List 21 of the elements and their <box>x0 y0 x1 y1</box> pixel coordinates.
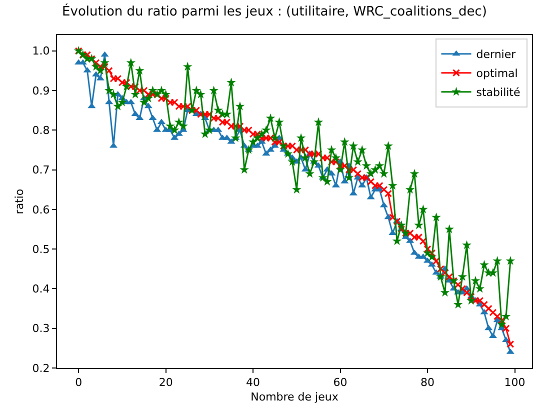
y-axis-title: ratio <box>12 188 26 214</box>
y-tick-label: 0.7 <box>32 164 50 177</box>
x-tick-label: 60 <box>333 376 348 390</box>
y-tick-label: 0.6 <box>32 203 50 216</box>
y-tick-label: 0.8 <box>32 124 50 137</box>
legend-label: stabilité <box>476 86 520 100</box>
x-tick-label: 80 <box>420 376 435 390</box>
y-tick-label: 0.9 <box>32 84 50 98</box>
y-tick-label: 0.5 <box>32 242 50 256</box>
x-tick-label: 20 <box>158 376 173 390</box>
y-tick-label: 0.4 <box>32 282 50 296</box>
y-tick-label: 1.0 <box>32 44 50 58</box>
x-axis-title: Nombre de jeux <box>250 390 339 404</box>
chart-title: Évolution du ratio parmi les jeux : (utilitaire, WRC_coalitions_dec) <box>62 2 487 20</box>
x-tick-label: 0 <box>75 376 82 390</box>
y-tick-label: 0.2 <box>32 362 50 375</box>
legend-label: dernier <box>476 48 516 62</box>
x-tick-label: 100 <box>504 376 526 390</box>
x-tick-label: 40 <box>246 376 260 390</box>
legend-label: optimal <box>476 67 518 80</box>
y-tick-label: 0.3 <box>32 322 50 336</box>
